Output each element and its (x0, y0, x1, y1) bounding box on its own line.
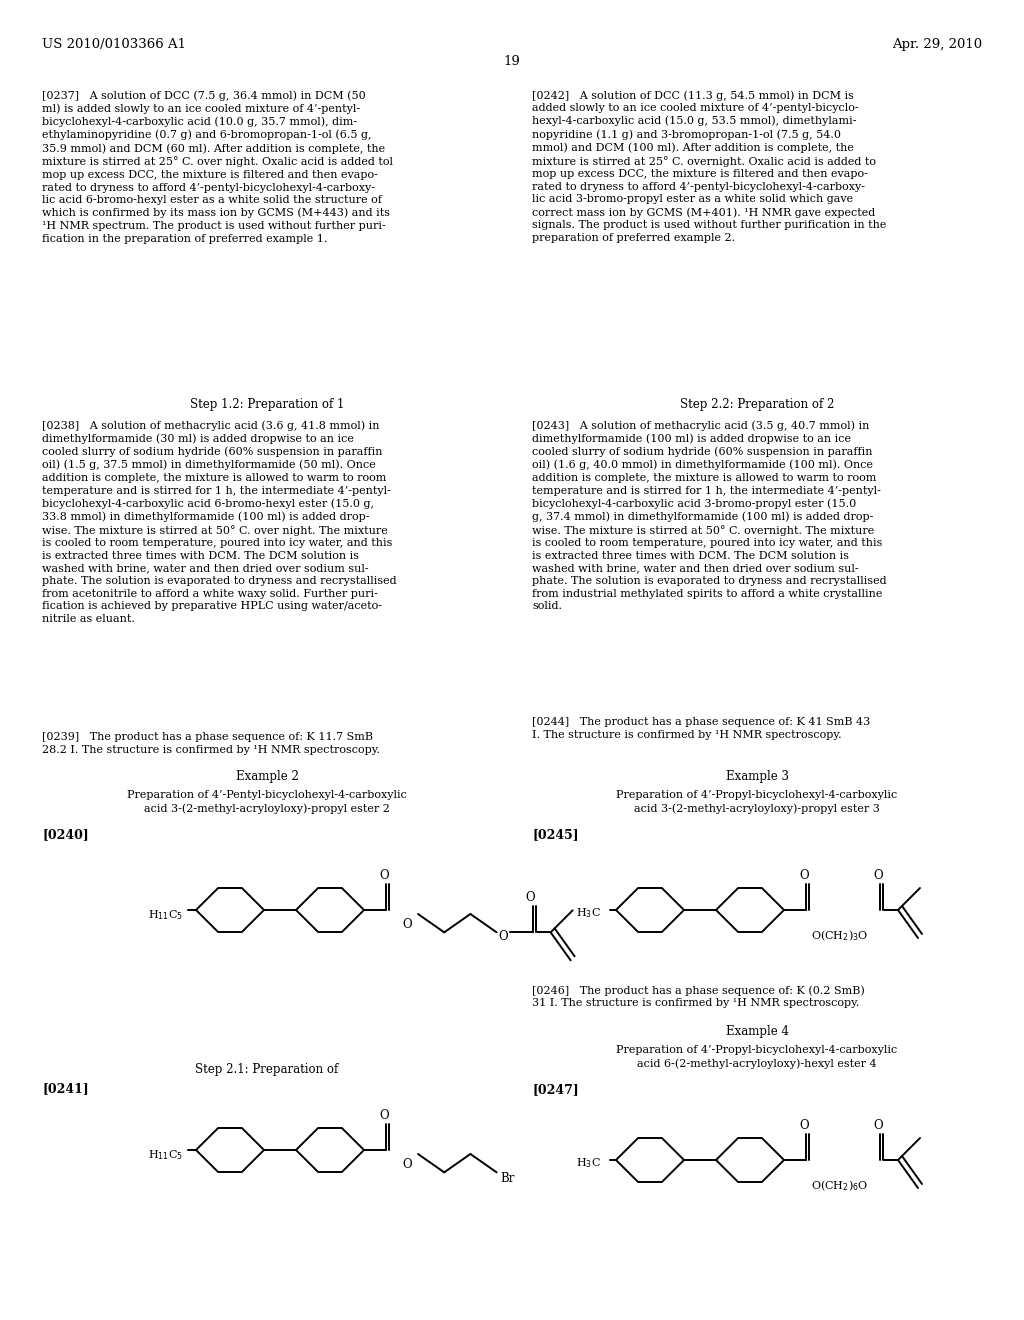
Text: H$_3$C: H$_3$C (575, 906, 601, 920)
Text: H$_3$C: H$_3$C (575, 1156, 601, 1170)
Text: Apr. 29, 2010: Apr. 29, 2010 (892, 38, 982, 51)
Text: O: O (526, 891, 536, 904)
Text: [0244]   The product has a phase sequence of: K 41 SmB 43
I. The structure is co: [0244] The product has a phase sequence … (532, 717, 870, 739)
Text: O: O (402, 919, 412, 932)
Text: O: O (873, 869, 883, 882)
Text: [0241]: [0241] (42, 1082, 89, 1096)
Text: Example 3: Example 3 (725, 770, 788, 783)
Text: [0238]   A solution of methacrylic acid (3.6 g, 41.8 mmol) in
dimethylformamide : [0238] A solution of methacrylic acid (3… (42, 420, 396, 624)
Text: Br: Br (501, 1172, 515, 1185)
Text: Preparation of 4’-Propyl-bicyclohexyl-4-carboxylic
acid 6-(2-methyl-acryloyloxy): Preparation of 4’-Propyl-bicyclohexyl-4-… (616, 1045, 898, 1069)
Text: O(CH$_2$)$_3$O: O(CH$_2$)$_3$O (811, 928, 868, 942)
Text: H$_{11}$C$_5$: H$_{11}$C$_5$ (148, 908, 183, 921)
Text: Preparation of 4’-Pentyl-bicyclohexyl-4-carboxylic
acid 3-(2-methyl-acryloyloxy): Preparation of 4’-Pentyl-bicyclohexyl-4-… (127, 789, 407, 814)
Text: US 2010/0103366 A1: US 2010/0103366 A1 (42, 38, 186, 51)
Text: Step 2.1: Preparation of: Step 2.1: Preparation of (196, 1063, 339, 1076)
Text: O: O (379, 1109, 389, 1122)
Text: Example 2: Example 2 (236, 770, 298, 783)
Text: Step 2.2: Preparation of 2: Step 2.2: Preparation of 2 (680, 399, 835, 411)
Text: [0245]: [0245] (532, 828, 579, 841)
Text: [0246]   The product has a phase sequence of: K (0.2 SmB)
31 I. The structure is: [0246] The product has a phase sequence … (532, 985, 864, 1008)
Text: Step 1.2: Preparation of 1: Step 1.2: Preparation of 1 (189, 399, 344, 411)
Text: Preparation of 4’-Propyl-bicyclohexyl-4-carboxylic
acid 3-(2-methyl-acryloyloxy): Preparation of 4’-Propyl-bicyclohexyl-4-… (616, 789, 898, 814)
Text: [0247]: [0247] (532, 1082, 579, 1096)
Text: [0237]   A solution of DCC (7.5 g, 36.4 mmol) in DCM (50
ml) is added slowly to : [0237] A solution of DCC (7.5 g, 36.4 mm… (42, 90, 393, 244)
Text: Example 4: Example 4 (725, 1026, 788, 1038)
Text: [0242]   A solution of DCC (11.3 g, 54.5 mmol) in DCM is
added slowly to an ice : [0242] A solution of DCC (11.3 g, 54.5 m… (532, 90, 887, 243)
Text: O: O (873, 1119, 883, 1133)
Text: [0243]   A solution of methacrylic acid (3.5 g, 40.7 mmol) in
dimethylformamide : [0243] A solution of methacrylic acid (3… (532, 420, 887, 611)
Text: O: O (499, 929, 508, 942)
Text: O(CH$_2$)$_6$O: O(CH$_2$)$_6$O (811, 1177, 868, 1192)
Text: O: O (379, 869, 389, 882)
Text: [0239]   The product has a phase sequence of: K 11.7 SmB
28.2 I. The structure i: [0239] The product has a phase sequence … (42, 733, 380, 755)
Text: O: O (402, 1159, 412, 1172)
Text: 19: 19 (504, 55, 520, 69)
Text: H$_{11}$C$_5$: H$_{11}$C$_5$ (148, 1148, 183, 1162)
Text: O: O (799, 869, 809, 882)
Text: [0240]: [0240] (42, 828, 89, 841)
Text: O: O (799, 1119, 809, 1133)
